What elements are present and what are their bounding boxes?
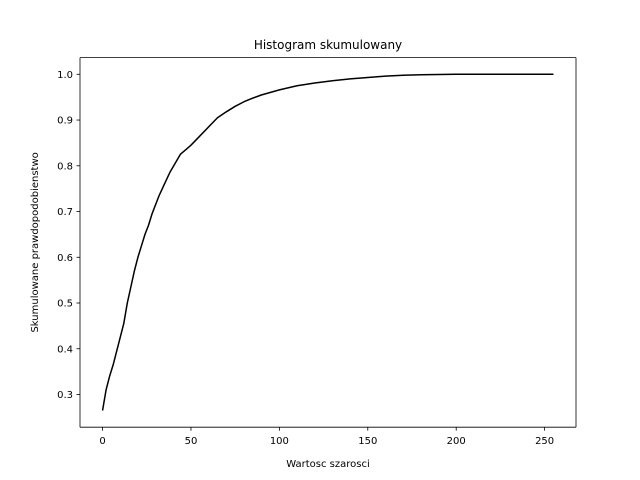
x-axis-ticks: 0 50 100 150 200 250 (99, 427, 554, 447)
y-axis-ticks: 0.3 0.4 0.5 0.6 0.7 0.8 0.9 1.0 (57, 70, 80, 401)
x-tick-label: 100 (270, 436, 289, 447)
x-tick-label: 50 (185, 436, 198, 447)
y-tick-label: 0.6 (57, 253, 73, 264)
x-tick-label: 150 (358, 436, 377, 447)
y-tick-label: 0.7 (57, 207, 73, 218)
y-tick-label: 0.3 (57, 390, 73, 401)
y-axis-label: Skumulowane prawdopodobienstwo (30, 152, 41, 332)
y-tick-label: 0.9 (57, 116, 73, 127)
y-tick-label: 0.8 (57, 161, 73, 172)
x-axis-label: Wartosc szarosci (286, 459, 370, 470)
plot-area (80, 57, 576, 428)
x-tick-label: 200 (447, 436, 466, 447)
x-tick-label: 250 (535, 436, 554, 447)
y-tick-label: 0.5 (57, 299, 73, 310)
series-line-0 (101, 73, 554, 411)
y-tick-label: 0.4 (57, 344, 73, 355)
series-layer (101, 73, 554, 411)
chart-title: Histogram skumulowany (254, 38, 402, 52)
x-tick-label: 0 (99, 436, 105, 447)
plot-frame (79, 57, 577, 428)
y-tick-label: 1.0 (57, 70, 73, 81)
